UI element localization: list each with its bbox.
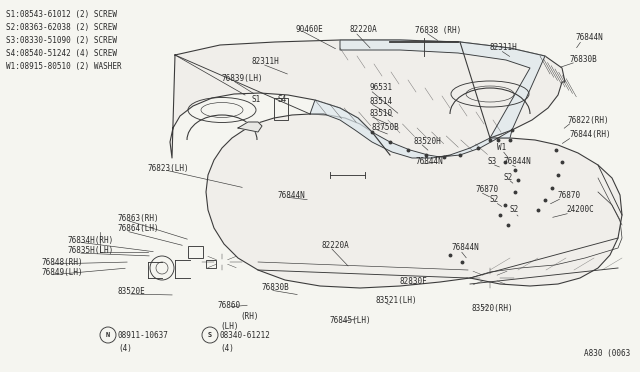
Text: S: S [208, 332, 212, 338]
Text: (4): (4) [220, 343, 234, 353]
Text: S3: S3 [487, 157, 496, 167]
Text: 76830B: 76830B [262, 283, 290, 292]
Text: 08340-61212: 08340-61212 [220, 330, 271, 340]
Text: 24200C: 24200C [566, 205, 594, 215]
Text: 76860: 76860 [218, 301, 241, 310]
Text: 76844N: 76844N [452, 244, 480, 253]
Text: 76870: 76870 [558, 192, 581, 201]
Text: 83521(LH): 83521(LH) [376, 295, 418, 305]
Text: (4): (4) [118, 343, 132, 353]
Text: S4:08540-51242 (4) SCREW: S4:08540-51242 (4) SCREW [6, 49, 117, 58]
Text: 83520(RH): 83520(RH) [472, 304, 514, 312]
Bar [274, 98, 288, 120]
Text: 76844N: 76844N [576, 33, 604, 42]
Text: 83750B: 83750B [372, 122, 400, 131]
Text: 76844N: 76844N [504, 157, 532, 167]
Text: S3:08330-51090 (2) SCREW: S3:08330-51090 (2) SCREW [6, 36, 117, 45]
Text: 82311H: 82311H [252, 58, 280, 67]
Text: 76834H(RH): 76834H(RH) [68, 235, 115, 244]
Bar [206, 260, 216, 268]
Text: 76849(LH): 76849(LH) [42, 269, 84, 278]
Text: (LH): (LH) [220, 323, 239, 331]
Text: 90460E: 90460E [296, 26, 324, 35]
Polygon shape [310, 100, 512, 158]
Text: 76844N: 76844N [278, 190, 306, 199]
Text: 76844(RH): 76844(RH) [570, 131, 612, 140]
Text: 83520E: 83520E [118, 288, 146, 296]
Polygon shape [238, 122, 262, 132]
Text: 76864(LH): 76864(LH) [118, 224, 159, 234]
Text: 76870: 76870 [476, 186, 499, 195]
Text: 76845(LH): 76845(LH) [330, 315, 372, 324]
Text: 76835H(LH): 76835H(LH) [68, 247, 115, 256]
Text: W1: W1 [497, 144, 506, 153]
Text: W1:08915-80510 (2) WASHER: W1:08915-80510 (2) WASHER [6, 62, 122, 71]
Text: 76839(LH): 76839(LH) [222, 74, 264, 83]
Text: 76848(RH): 76848(RH) [42, 257, 84, 266]
Text: 76844N: 76844N [416, 157, 444, 167]
Text: N: N [106, 332, 110, 338]
Text: S1:08543-61012 (2) SCREW: S1:08543-61012 (2) SCREW [6, 10, 117, 19]
Text: 82220A: 82220A [322, 241, 349, 250]
Text: 08911-10637: 08911-10637 [118, 330, 169, 340]
Text: S4: S4 [278, 96, 287, 105]
Polygon shape [170, 40, 622, 288]
Text: 76838 (RH): 76838 (RH) [415, 26, 461, 35]
Text: (RH): (RH) [240, 311, 259, 321]
Text: 76830B: 76830B [570, 55, 598, 64]
Text: 96531: 96531 [370, 83, 393, 93]
Text: 83514: 83514 [370, 96, 393, 106]
Text: 76823(LH): 76823(LH) [148, 164, 189, 173]
Text: S2:08363-62038 (2) SCREW: S2:08363-62038 (2) SCREW [6, 23, 117, 32]
Text: 83520H: 83520H [413, 137, 441, 145]
Polygon shape [340, 40, 545, 138]
Text: 76863(RH): 76863(RH) [118, 214, 159, 222]
Text: S2: S2 [510, 205, 519, 215]
Text: S2: S2 [490, 196, 499, 205]
Bar [188, 246, 203, 258]
Text: 82830F: 82830F [400, 278, 428, 286]
Text: 76822(RH): 76822(RH) [568, 115, 610, 125]
Text: A830 (0063: A830 (0063 [584, 349, 630, 358]
Text: 83510: 83510 [370, 109, 393, 119]
Text: 82311H: 82311H [490, 44, 518, 52]
Text: S2: S2 [503, 173, 512, 182]
Text: 82220A: 82220A [349, 26, 377, 35]
Text: S1: S1 [252, 96, 261, 105]
